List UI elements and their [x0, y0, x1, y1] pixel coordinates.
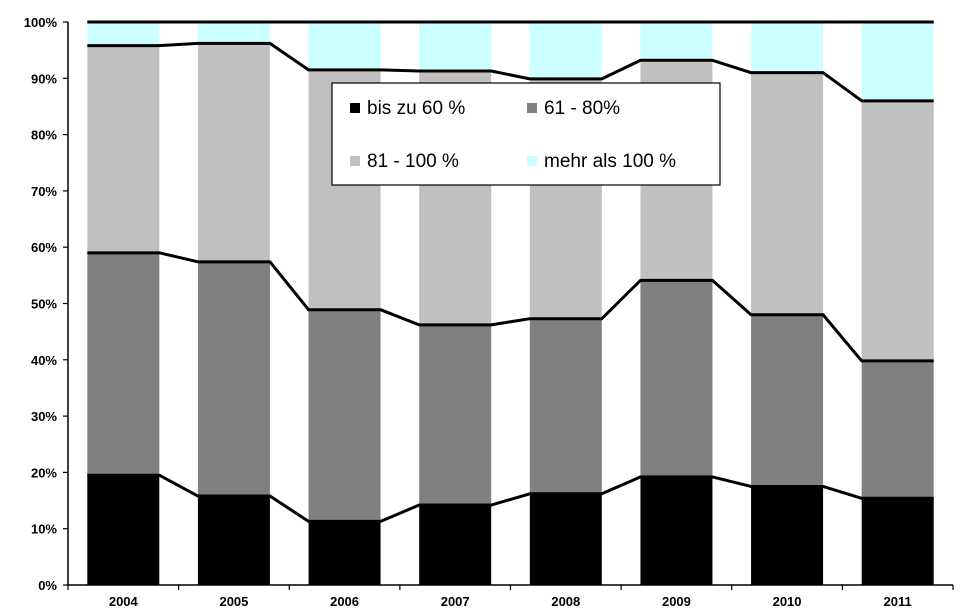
legend-label-3: mehr als 100 % [544, 151, 676, 172]
bar-2008-0 [529, 493, 602, 585]
bar-2007-3 [419, 22, 492, 71]
bar-2009-1 [640, 280, 713, 477]
bar-2004-1 [87, 252, 160, 476]
x-tick-label: 2007 [441, 594, 470, 609]
legend-label-2: 81 - 100 % [367, 151, 459, 172]
bar-2006-3 [308, 22, 381, 70]
bar-2009-3 [640, 22, 713, 61]
y-tick-label: 50% [31, 297, 57, 312]
y-tick-label: 10% [31, 522, 57, 537]
x-tick-label: 2006 [330, 594, 359, 609]
y-tick-label: 0% [38, 578, 57, 593]
bar-2005-3 [197, 22, 270, 44]
y-tick-label: 80% [31, 128, 57, 143]
legend-swatch-3 [527, 156, 537, 166]
bar-2007-0 [419, 505, 492, 585]
legend-label-1: 61 - 80% [544, 98, 620, 119]
y-tick-label: 40% [31, 353, 57, 368]
bar-2010-0 [751, 486, 824, 585]
bar-2005-2 [197, 43, 270, 262]
legend-swatch-1 [527, 103, 537, 113]
bar-2006-0 [308, 521, 381, 585]
bar-2007-1 [419, 324, 492, 506]
series-line-1 [87, 251, 934, 363]
bar-2011-0 [861, 498, 934, 585]
bar-2010-2 [751, 72, 824, 315]
bar-2011-2 [861, 100, 934, 361]
x-tick-label: 2005 [219, 594, 248, 609]
y-tick-label: 60% [31, 240, 57, 255]
series-line-0 [87, 473, 934, 523]
x-tick-label: 2010 [773, 594, 802, 609]
bar-2004-2 [87, 45, 160, 253]
bar-2011-3 [861, 22, 934, 101]
bar-2004-0 [87, 475, 160, 585]
x-tick-label: 2009 [662, 594, 691, 609]
x-tick-label: 2011 [884, 594, 912, 609]
bar-2005-1 [197, 261, 270, 497]
y-tick-label: 20% [31, 465, 57, 480]
bar-2004-3 [87, 22, 160, 46]
y-tick-label: 100% [24, 15, 58, 30]
bar-2009-0 [640, 476, 713, 585]
legend-box [331, 82, 721, 186]
legend-swatch-0 [350, 103, 360, 113]
bar-2006-1 [308, 309, 381, 522]
bar-2010-1 [751, 314, 824, 487]
bar-2008-1 [529, 318, 602, 494]
y-tick-label: 90% [31, 71, 57, 86]
series-lines-layer [87, 20, 934, 523]
legend: bis zu 60 % 61 - 80% 81 - 100 % mehr als 10… [331, 82, 721, 186]
series-line-2 [87, 41, 934, 103]
y-tick-label: 70% [31, 184, 57, 199]
bars-layer [87, 22, 934, 585]
bar-2005-0 [197, 496, 270, 585]
legend-label-0: bis zu 60 % [367, 98, 465, 119]
legend-swatch-2 [350, 156, 360, 166]
x-tick-label: 2008 [551, 594, 580, 609]
bar-2008-3 [529, 22, 602, 79]
axes-layer: 0% 10% 20% 30% 40% 50% 60% 70% 80% 90% 100% 2004 200… [24, 15, 954, 609]
y-tick-label: 30% [31, 409, 57, 424]
x-tick-label: 2004 [109, 594, 139, 609]
bar-2011-1 [861, 360, 934, 499]
bar-2010-3 [751, 22, 824, 73]
